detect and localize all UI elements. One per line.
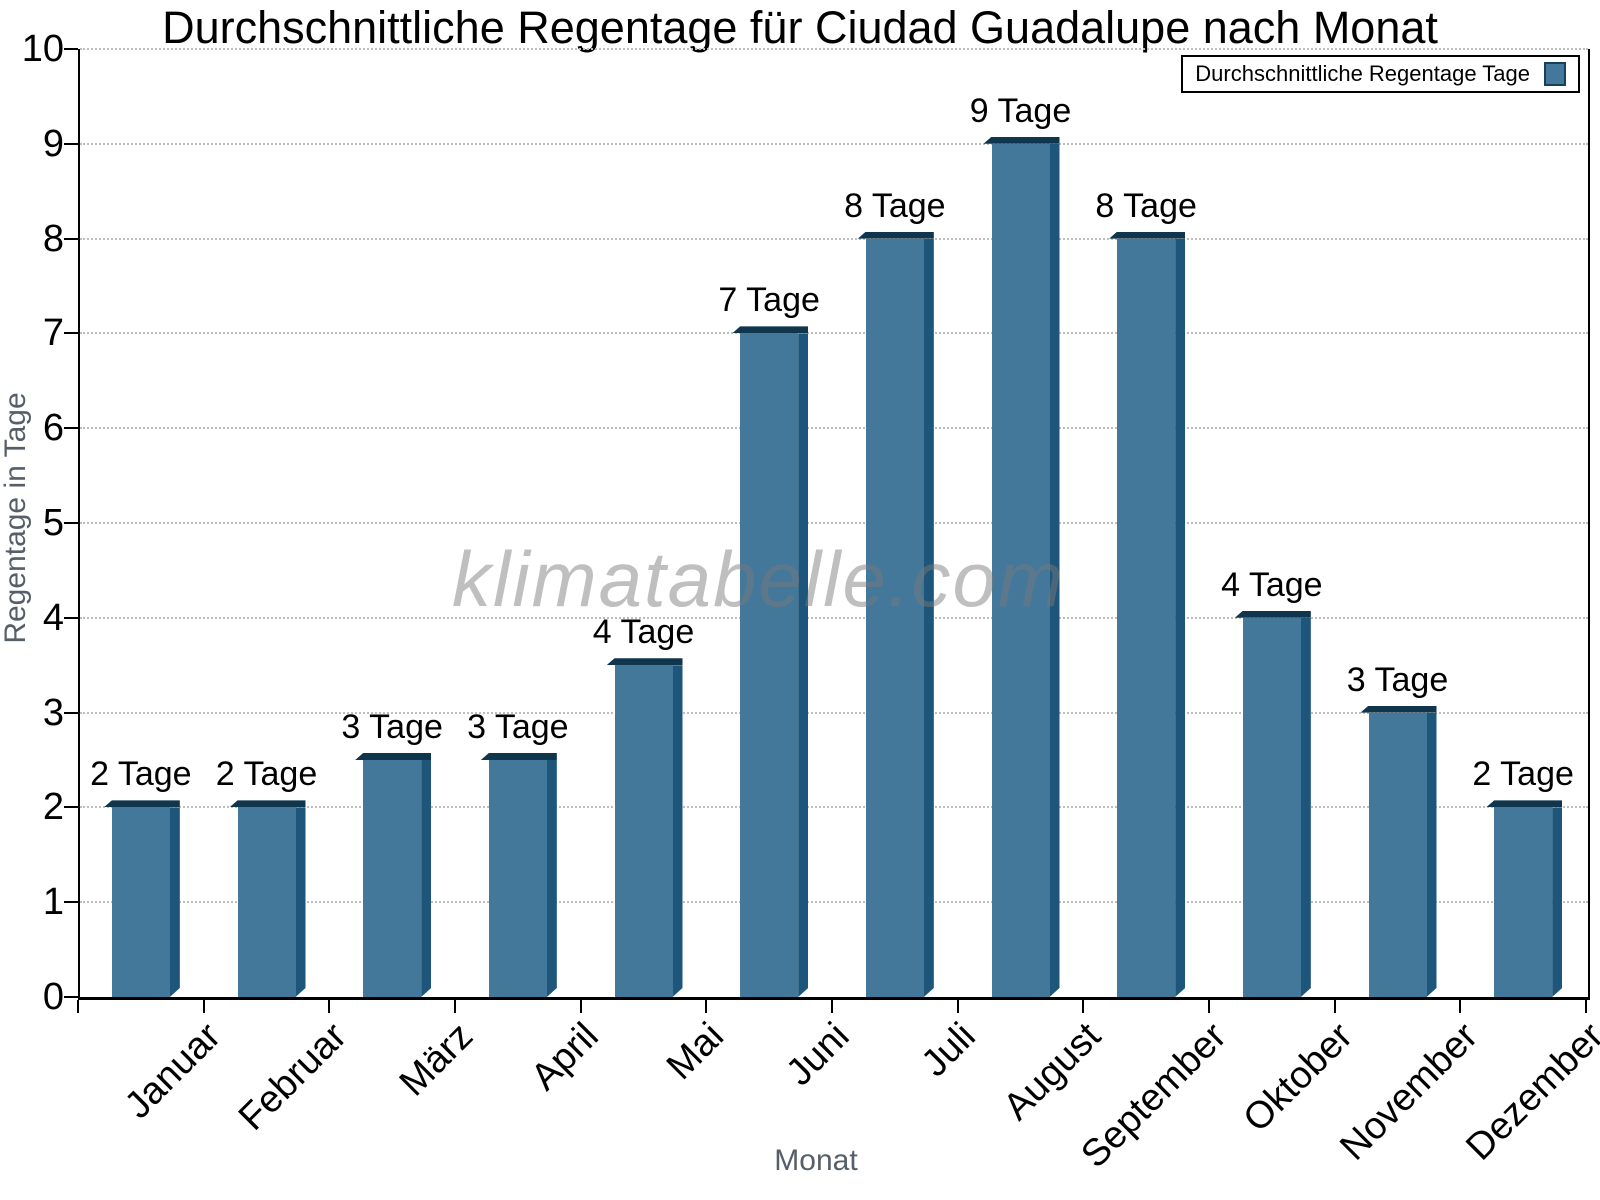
x-axis-label-januar: Januar xyxy=(117,1015,230,1127)
gridline-y-4 xyxy=(80,616,1588,619)
y-axis-tick-label: 6 xyxy=(42,407,64,450)
bar-value-label: 4 Tage xyxy=(1221,565,1323,604)
x-axis-title: Monat xyxy=(774,1144,858,1177)
bar-side-februar xyxy=(296,807,306,997)
bar-side-dezember xyxy=(1552,807,1562,997)
x-axis-tick xyxy=(1082,1000,1085,1013)
y-axis-tick-label: 4 xyxy=(42,596,64,639)
y-axis-tick xyxy=(64,332,78,335)
x-axis-label-märz: März xyxy=(391,1015,481,1105)
y-axis-tick xyxy=(64,711,78,714)
y-axis-tick xyxy=(64,237,78,240)
y-axis-tick-label: 2 xyxy=(42,786,64,829)
x-axis-tick xyxy=(1208,1000,1210,1013)
y-axis-tick xyxy=(64,522,78,524)
bar-august xyxy=(991,143,1050,997)
gridline-y-9 xyxy=(80,142,1588,145)
y-axis-tick-label: 1 xyxy=(42,881,64,924)
bar-side-august xyxy=(1050,144,1060,997)
x-axis-tick xyxy=(705,1000,708,1013)
legend-series-label: Durchschnittliche Regentage Tage xyxy=(1195,61,1530,86)
bar-value-label: 2 Tage xyxy=(90,755,192,794)
gridline-y-10 xyxy=(80,48,1588,50)
bar-side-märz xyxy=(421,760,431,997)
y-axis-tick xyxy=(64,996,78,998)
bar-value-label: 2 Tage xyxy=(1472,755,1574,794)
bar-value-label: 3 Tage xyxy=(467,708,569,746)
x-axis-tick xyxy=(1459,1000,1462,1013)
bar-februar xyxy=(237,807,296,997)
x-axis-tick xyxy=(1333,1000,1336,1013)
y-axis-tick xyxy=(64,142,78,145)
bar-value-label: 3 Tage xyxy=(341,708,443,746)
bar-april xyxy=(488,760,547,997)
x-axis-tick xyxy=(579,1000,582,1013)
y-axis-tick-label: 8 xyxy=(42,217,64,260)
x-axis-tick xyxy=(454,1000,456,1013)
bar-oktober xyxy=(1242,617,1301,997)
x-axis-label-mai: Mai xyxy=(659,1015,733,1088)
x-axis-tick xyxy=(1585,1000,1587,1013)
gridline-y-2 xyxy=(80,806,1588,809)
x-axis-tick xyxy=(77,1000,79,1013)
gridline-y-5 xyxy=(80,522,1588,524)
x-axis-label-april: April xyxy=(522,1015,607,1099)
bar-side-juni xyxy=(798,333,808,997)
bar-value-label: 3 Tage xyxy=(1346,660,1449,699)
gridline-y-7 xyxy=(80,332,1588,335)
bar-side-april xyxy=(547,760,557,997)
y-axis-tick xyxy=(64,427,78,430)
x-axis-tick xyxy=(831,1000,833,1013)
bar-november xyxy=(1368,712,1427,997)
bar-märz xyxy=(363,760,422,997)
bar-side-september xyxy=(1175,239,1185,997)
y-axis-tick-label: 10 xyxy=(21,28,64,70)
legend-color-swatch xyxy=(1544,62,1566,86)
bar-value-label: 9 Tage xyxy=(969,91,1072,130)
x-axis-label-august: August xyxy=(995,1015,1110,1129)
bar-mai xyxy=(614,665,673,997)
x-axis-tick xyxy=(202,1000,205,1013)
y-axis-tick xyxy=(64,901,78,904)
y-axis-tick xyxy=(64,616,78,619)
x-axis-label-februar: Februar xyxy=(231,1015,356,1139)
gridline-y-8 xyxy=(80,237,1588,240)
bar-dezember xyxy=(1494,807,1553,997)
x-axis-tick xyxy=(956,1000,959,1013)
bar-value-label: 7 Tage xyxy=(718,281,820,320)
bar-side-oktober xyxy=(1301,618,1311,997)
y-axis-tick xyxy=(64,48,78,50)
bar-value-label: 4 Tage xyxy=(592,613,695,652)
y-axis-tick-label: 3 xyxy=(42,691,64,734)
bar-side-januar xyxy=(170,807,180,997)
plot-area xyxy=(78,48,1590,1000)
bar-juni xyxy=(740,333,799,997)
x-axis-label-juni: Juni xyxy=(778,1015,858,1094)
bar-januar xyxy=(111,807,170,997)
y-axis-tick-label: 7 xyxy=(42,312,64,355)
bar-side-november xyxy=(1427,713,1437,997)
watermark: klimatabelle.com xyxy=(452,535,1065,623)
bar-value-label: 8 Tage xyxy=(1095,186,1197,225)
x-axis-label-juli: Juli xyxy=(913,1015,984,1086)
bar-side-juli xyxy=(924,239,934,997)
chart-title: Durchschnittliche Regentage für Ciudad G… xyxy=(162,2,1438,53)
bar-side-mai xyxy=(673,665,683,997)
gridline-y-3 xyxy=(80,711,1588,714)
gridline-y-6 xyxy=(80,427,1588,430)
y-axis-tick-label: 5 xyxy=(42,502,64,544)
y-axis-tick xyxy=(64,806,78,809)
bar-juli xyxy=(865,238,924,997)
y-axis-tick-label: 0 xyxy=(42,976,64,1018)
x-axis-label-oktober: Oktober xyxy=(1235,1015,1361,1141)
x-axis-tick xyxy=(328,1000,331,1013)
bar-september xyxy=(1117,238,1176,997)
bar-value-label: 8 Tage xyxy=(844,186,946,225)
legend: Durchschnittliche Regentage Tage xyxy=(1181,55,1580,93)
y-axis-tick-label: 9 xyxy=(42,122,64,165)
gridline-y-1 xyxy=(80,901,1588,904)
bar-value-label: 2 Tage xyxy=(215,755,318,794)
